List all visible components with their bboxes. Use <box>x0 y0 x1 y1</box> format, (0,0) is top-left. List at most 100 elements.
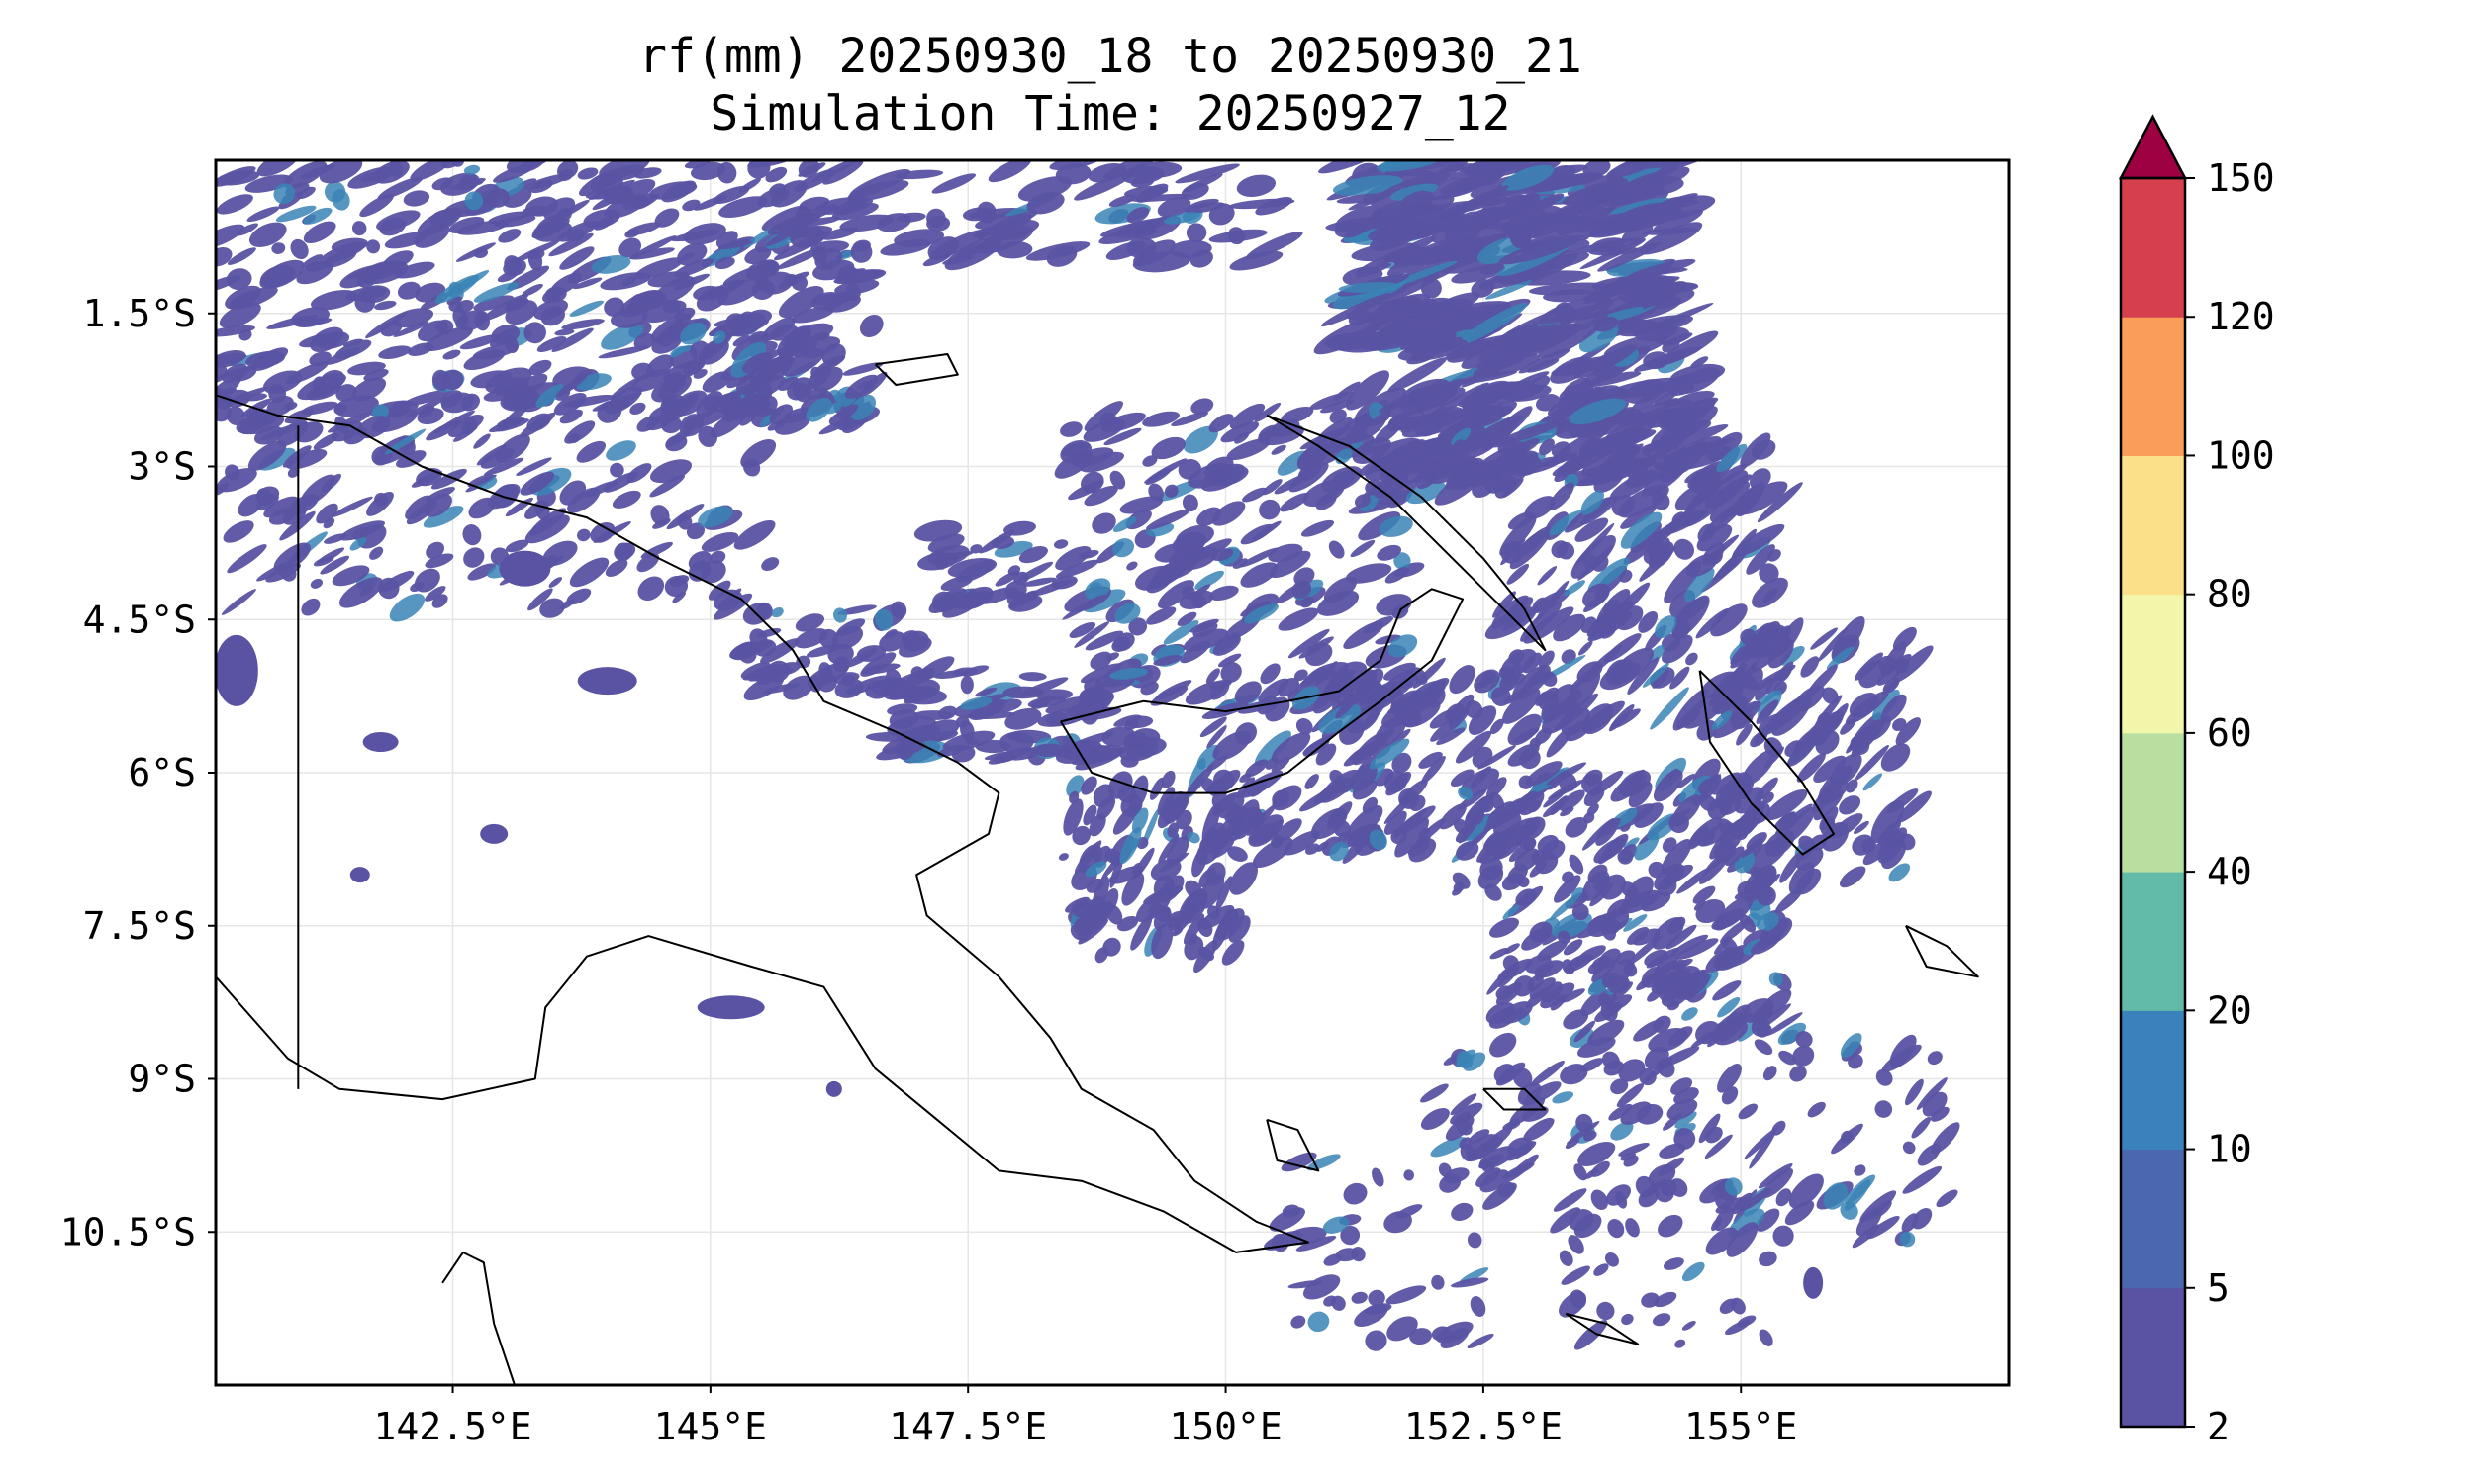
rain-cell <box>564 420 596 444</box>
rain-cell <box>1338 282 1400 293</box>
rain-cell <box>1450 233 1508 264</box>
rain-cell <box>417 408 444 425</box>
rain-cell <box>1184 202 1226 214</box>
rain-cell <box>509 373 548 401</box>
rain-cell <box>476 444 508 466</box>
rain-cell <box>520 471 555 496</box>
rain-cell <box>1537 452 1579 468</box>
rain-cell <box>1387 634 1418 658</box>
rain-cell <box>1654 390 1678 407</box>
rain-cell <box>1562 178 1628 205</box>
rain-cell <box>324 181 346 203</box>
rain-cell <box>226 406 245 426</box>
rain-cell <box>244 174 293 193</box>
rain-cell <box>1608 197 1668 215</box>
rain-cell <box>670 230 721 242</box>
rain-cell <box>591 254 631 274</box>
colorbar-label: 60 <box>2207 711 2252 755</box>
rain-cell <box>1333 381 1361 402</box>
rain-cell <box>1128 617 1148 636</box>
rain-cell <box>1643 536 1671 565</box>
rain-cell <box>460 393 480 412</box>
rain-cell <box>431 177 453 191</box>
rain-cell <box>473 282 520 303</box>
rainfall-contours <box>216 160 1960 1351</box>
rain-cell <box>1620 505 1657 529</box>
rain-cell <box>1752 577 1788 608</box>
rain-cell <box>1208 414 1234 433</box>
rain-cell <box>1854 652 1884 681</box>
rain-cell <box>248 222 287 247</box>
rain-cell <box>1133 239 1176 267</box>
rain-cell <box>1501 164 1555 191</box>
rain-cell <box>503 258 526 277</box>
rain-cell <box>1624 379 1665 404</box>
rain-cell <box>1716 443 1748 473</box>
rain-cell <box>498 400 533 431</box>
rain-cell <box>553 393 587 416</box>
rain-cell <box>927 236 959 260</box>
rain-cell <box>349 537 367 551</box>
rain-cell <box>1376 301 1398 320</box>
lat-tick-label: 3°S <box>128 445 196 489</box>
rain-cell <box>1778 665 1793 683</box>
rain-cell <box>1710 603 1748 637</box>
rain-cell <box>1578 324 1619 353</box>
rain-cell <box>223 520 254 543</box>
rain-cell <box>1529 375 1551 392</box>
rain-cell <box>842 362 884 376</box>
rain-cell <box>294 421 324 443</box>
rain-cell <box>216 194 253 215</box>
rain-cell <box>557 220 599 242</box>
rain-cell <box>339 265 384 289</box>
rain-cell <box>1121 166 1165 185</box>
rain-cell <box>1259 499 1281 520</box>
rain-cell <box>467 563 497 581</box>
rain-cell <box>1704 470 1749 510</box>
rain-cell <box>1345 370 1389 411</box>
rain-cell <box>1179 590 1214 609</box>
rain-cell <box>376 210 421 232</box>
rain-cell <box>1291 580 1312 599</box>
rain-cell <box>1280 493 1310 512</box>
rain-cell <box>1759 563 1779 584</box>
rain-cell <box>1787 733 1819 767</box>
rain-cell <box>590 173 623 194</box>
rain-blob <box>499 550 551 587</box>
rain-cell <box>236 223 258 236</box>
rain-cell <box>319 160 363 184</box>
rain-cell <box>850 241 873 263</box>
lat-tick-label: 4.5°S <box>83 598 196 641</box>
rain-cell <box>493 162 536 183</box>
rain-cell <box>1112 538 1135 558</box>
rain-cell <box>1755 677 1774 701</box>
rain-cell <box>629 402 646 416</box>
lon-tick-label: 152.5°E <box>1404 1405 1563 1448</box>
rain-cell <box>1892 717 1907 732</box>
rain-cell <box>483 388 515 402</box>
rain-cell <box>394 261 435 279</box>
rain-cell <box>325 347 361 365</box>
rain-cell <box>1114 228 1157 238</box>
rain-cell <box>1092 512 1116 534</box>
rain-cell <box>1655 615 1677 639</box>
rain-cell <box>1321 292 1391 327</box>
colorbar-label: 80 <box>2207 573 2252 616</box>
rain-cell <box>221 589 256 615</box>
rain-cell <box>1570 535 1616 579</box>
rain-cell <box>1578 437 1599 458</box>
rain-cell <box>1621 224 1654 243</box>
rain-cell <box>1145 467 1173 485</box>
rain-cell <box>765 166 788 183</box>
rain-cell <box>1673 538 1695 560</box>
rain-cell <box>339 520 385 541</box>
rain-cell <box>1085 630 1124 651</box>
rain-cell <box>1539 438 1555 456</box>
rain-cell <box>411 470 442 488</box>
rain-cell <box>1354 430 1368 442</box>
rain-cell <box>459 334 501 350</box>
rain-cell <box>1055 545 1092 571</box>
rain-cell <box>1357 414 1375 425</box>
rain-cell <box>693 285 719 301</box>
rain-cell <box>995 571 1019 587</box>
